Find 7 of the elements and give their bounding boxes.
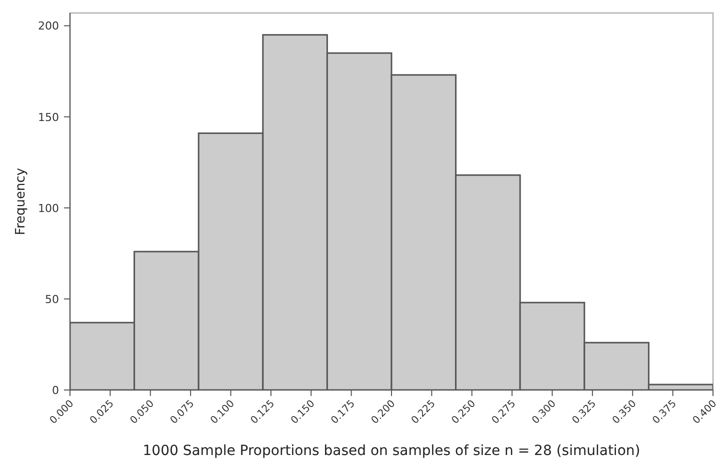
y-axis-title: Frequency bbox=[14, 168, 29, 236]
y-tick-label: 150 bbox=[38, 110, 59, 124]
x-axis-title: 1000 Sample Proportions based on samples of size n = 28 (simulation) bbox=[142, 443, 640, 459]
y-tick-label: 100 bbox=[38, 202, 59, 215]
y-tick-label: 0 bbox=[52, 384, 59, 397]
y-tick-label: 200 bbox=[38, 20, 59, 33]
y-tick-label: 50 bbox=[45, 292, 59, 306]
